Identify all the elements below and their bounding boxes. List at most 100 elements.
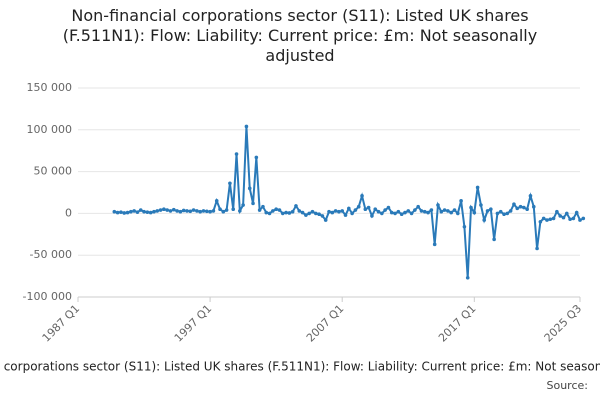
data-point — [340, 209, 345, 213]
data-point — [271, 209, 275, 213]
data-point — [449, 210, 453, 215]
data-point — [119, 210, 123, 214]
data-point — [399, 212, 404, 217]
data-point — [327, 209, 331, 214]
data-point — [413, 208, 417, 212]
data-point — [234, 152, 239, 156]
data-point — [545, 218, 549, 222]
data-point — [211, 209, 216, 213]
data-point — [439, 209, 444, 214]
data-point — [171, 207, 176, 212]
data-point — [165, 208, 169, 212]
data-point — [376, 209, 381, 214]
data-point — [191, 208, 196, 212]
data-point — [356, 204, 361, 209]
data-point — [317, 212, 321, 217]
data-point — [564, 211, 569, 216]
data-point — [347, 206, 351, 211]
data-point — [145, 210, 150, 214]
data-point — [353, 208, 358, 212]
data-point — [422, 209, 427, 214]
data-point — [241, 203, 245, 207]
data-point — [403, 210, 407, 215]
data-point — [366, 205, 371, 210]
data-point — [198, 209, 202, 214]
data-point — [396, 209, 401, 214]
data-point — [158, 208, 163, 212]
data-point — [129, 209, 133, 214]
data-point — [195, 209, 199, 213]
data-point — [201, 209, 206, 213]
data-point — [502, 212, 506, 217]
data-point — [535, 246, 539, 251]
data-point — [578, 218, 582, 222]
data-point — [531, 204, 536, 209]
data-point — [363, 207, 368, 212]
data-point — [122, 211, 127, 215]
x-tick-label: 1987 Q1 — [40, 302, 83, 345]
data-point — [264, 210, 269, 215]
data-point — [257, 208, 262, 212]
data-point — [528, 194, 533, 198]
data-point — [571, 216, 576, 221]
data-point — [148, 210, 153, 215]
data-point — [479, 203, 483, 207]
data-point — [360, 194, 364, 198]
data-point — [218, 207, 222, 212]
y-tick-label: -50 000 — [30, 248, 72, 261]
data-point — [386, 205, 391, 210]
data-point — [512, 202, 516, 207]
data-point — [112, 209, 117, 214]
legend-entry: Non-financial corporations sector (S11):… — [0, 360, 600, 374]
x-tick-label: 1997 Q1 — [172, 302, 215, 345]
data-point — [297, 209, 302, 213]
data-point — [581, 216, 586, 221]
y-tick-label: -100 000 — [23, 290, 72, 303]
data-point — [568, 217, 572, 222]
data-point — [508, 209, 513, 213]
data-point — [280, 211, 285, 216]
data-point — [465, 275, 470, 280]
data-point — [274, 207, 278, 212]
data-point — [135, 210, 140, 214]
data-point — [406, 209, 411, 213]
y-tick-label: 100 000 — [27, 123, 73, 136]
data-point — [214, 199, 219, 203]
data-point — [224, 208, 229, 212]
data-point — [284, 210, 288, 215]
data-point — [525, 207, 529, 212]
data-point — [244, 124, 249, 129]
data-point — [168, 209, 173, 213]
data-point — [304, 213, 308, 217]
chart-title: Non-financial corporations sector (S11):… — [62, 6, 538, 65]
data-point — [277, 208, 282, 212]
data-point — [518, 204, 523, 209]
data-point — [290, 209, 295, 214]
data-point — [208, 209, 212, 214]
data-point — [185, 209, 189, 213]
data-point — [452, 208, 457, 212]
data-point — [125, 210, 130, 215]
y-tick-label: 0 — [65, 206, 72, 219]
data-point — [393, 211, 397, 216]
data-point — [498, 209, 503, 214]
data-point — [238, 209, 242, 213]
data-point — [475, 185, 480, 190]
data-point — [426, 210, 430, 215]
data-point — [442, 208, 447, 212]
data-point — [558, 214, 562, 218]
data-point — [492, 237, 496, 242]
data-point — [178, 209, 183, 214]
data-point — [432, 242, 437, 247]
data-point — [132, 209, 136, 213]
data-point — [574, 210, 579, 215]
data-point — [459, 199, 463, 203]
data-point — [446, 209, 450, 213]
data-point — [489, 207, 493, 212]
data-point — [380, 211, 384, 216]
data-point — [383, 208, 387, 212]
data-point — [138, 208, 143, 212]
data-point — [522, 205, 526, 210]
